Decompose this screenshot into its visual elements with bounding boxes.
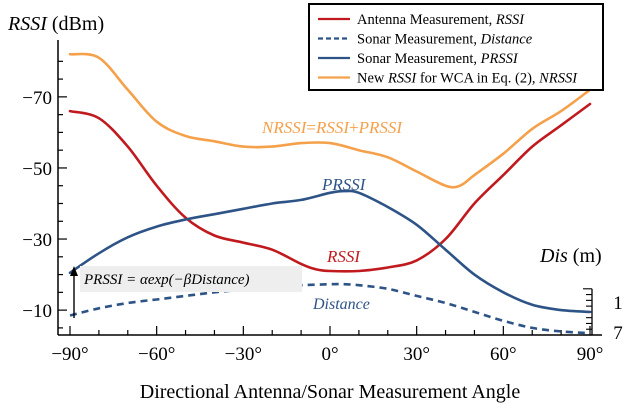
x-tick-label: 0°: [321, 344, 338, 365]
y-tick-label: −50: [22, 159, 52, 180]
x-tick-label: 30°: [403, 344, 430, 365]
x-ticks: −90° −60° −30° 0° 30° 60° 90°: [51, 326, 603, 365]
series-line-distance: [69, 282, 591, 335]
y-tick-label: −10: [22, 301, 52, 322]
prssi-formula-box: PRSSI = αexp(−βDistance): [70, 266, 302, 318]
right-axis-title-unit: (m): [568, 245, 602, 267]
x-tick-label: −60°: [138, 344, 175, 365]
prssi-curve-label: PRSSI: [321, 175, 367, 194]
prssi-arrow-head: [70, 266, 78, 276]
legend: Antenna Measurement, RSSI Sonar Measureme…: [308, 3, 604, 91]
right-tick-label: 7: [613, 323, 623, 344]
legend-label: Antenna Measurement, RSSI: [357, 12, 525, 28]
x-tick-label: 60°: [490, 344, 517, 365]
prssi-formula-background: [80, 266, 302, 292]
y-axis-title-unit: (dBm): [47, 13, 104, 35]
legend-box: [308, 3, 604, 91]
x-tick-label: −90°: [51, 344, 88, 365]
y-axis-title: RSSI (dBm): [7, 13, 104, 35]
right-tick-label: 1: [613, 293, 623, 314]
x-axis-title: Directional Antenna/Sonar Measurement An…: [140, 381, 521, 403]
legend-label: Sonar Measurement, PRSSI: [357, 51, 519, 67]
series-line-nrssi: [68, 52, 592, 189]
distance-curve-label: Distance: [312, 296, 370, 313]
y-ticks: −70 −50 −30 −10: [22, 60, 67, 329]
right-axis-title-main: Dis: [539, 245, 568, 267]
prssi-formula-text: PRSSI = αexp(−βDistance): [83, 272, 250, 288]
series-lines: [68, 52, 592, 335]
y-tick-label: −70: [22, 88, 52, 109]
series-line-prssi: [68, 189, 592, 314]
nrssi-equation-label: NRSSI=RSSI+PRSSI: [261, 118, 403, 137]
right-axis-title: Dis (m): [539, 245, 602, 267]
rssi-curve-label: RSSI: [326, 247, 361, 266]
series-line-rssi: [68, 102, 592, 273]
legend-label: Sonar Measurement, Distance: [357, 32, 533, 48]
right-distance-axis: 17: [583, 288, 623, 344]
legend-label: New RSSI for WCA in Eq. (2), NRSSI: [357, 71, 578, 87]
y-axis-title-main: RSSI: [7, 13, 48, 35]
x-tick-label: 90°: [577, 344, 604, 365]
y-tick-label: −30: [22, 230, 52, 251]
x-tick-label: −30°: [225, 344, 262, 365]
